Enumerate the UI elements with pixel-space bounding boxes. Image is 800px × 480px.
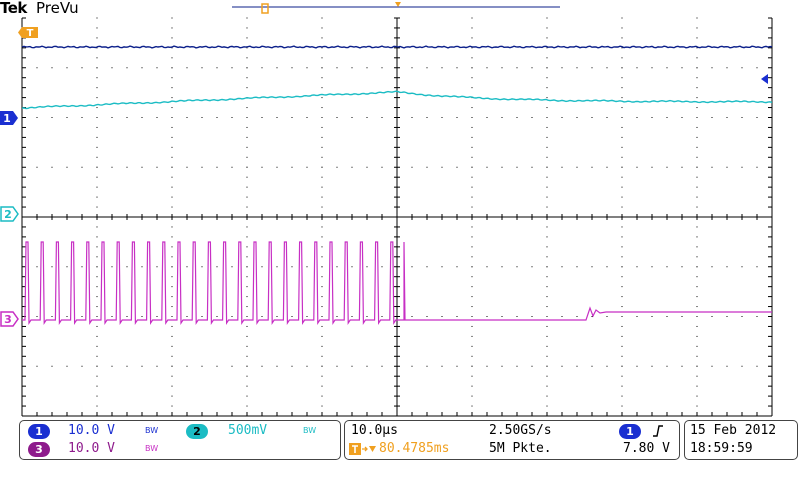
trigger-position-value[interactable]: 80.4785ms xyxy=(379,441,450,456)
top-bar: Tek PreVu xyxy=(0,0,800,20)
trigger-level-icon[interactable] xyxy=(761,74,768,84)
channel-3-badge[interactable]: 3 xyxy=(28,442,50,457)
trigger-marker-label: T xyxy=(27,28,34,39)
channel-3-bw-limit: BW xyxy=(145,444,159,453)
channel-3-scale[interactable]: 10.0 V xyxy=(68,441,115,456)
date-time-panel: 15 Feb 2012 18:59:59 xyxy=(684,420,798,460)
rising-edge-icon xyxy=(653,425,663,437)
record-view-bracket-icon xyxy=(261,3,269,14)
trigger-marker-icon[interactable]: T xyxy=(18,27,38,39)
svg-text:3: 3 xyxy=(4,313,12,326)
brand-label: Tek xyxy=(0,0,27,17)
channel-2-badge[interactable]: 2 xyxy=(186,424,208,439)
channel-2-ground-marker[interactable]: 2 xyxy=(0,206,19,222)
channel-2-bw-limit: BW xyxy=(303,426,317,435)
acquisition-mode-label: PreVu xyxy=(36,0,79,17)
waveform-display[interactable]: T 1 2 3 xyxy=(0,0,800,420)
channel-3-waveform xyxy=(22,241,772,325)
date-label: 15 Feb 2012 xyxy=(690,423,777,438)
svg-text:1: 1 xyxy=(3,112,11,125)
channel-1-scale[interactable]: 10.0 V xyxy=(68,423,115,438)
channel-2-waveform xyxy=(22,90,773,110)
channel-1-badge[interactable]: 1 xyxy=(28,424,50,439)
channel-1-ground-marker[interactable]: 1 xyxy=(0,111,18,125)
record-overview xyxy=(232,2,560,14)
channel-1-bw-limit: BW xyxy=(145,426,159,435)
trigger-position-top-icon xyxy=(395,2,401,7)
channel-3-ground-marker[interactable]: 3 xyxy=(0,311,19,327)
trigger-source-badge[interactable]: 1 xyxy=(619,424,641,439)
timebase-scale[interactable]: 10.0µs xyxy=(351,423,398,438)
sample-rate: 2.50GS/s xyxy=(489,423,552,438)
channel-settings-panel[interactable]: 1 10.0 V BW 2 500mV BW 3 10.0 V BW xyxy=(19,420,341,460)
record-length[interactable]: 5M Pkte. xyxy=(489,441,552,456)
trigger-position-icon xyxy=(349,443,376,455)
graticule xyxy=(21,17,773,417)
status-bar: 1 10.0 V BW 2 500mV BW 3 10.0 V BW 10.0µ… xyxy=(0,420,800,480)
svg-text:2: 2 xyxy=(4,208,12,221)
trigger-level-value[interactable]: 7.80 V xyxy=(623,441,670,456)
time-label: 18:59:59 xyxy=(690,441,753,456)
channel-2-scale[interactable]: 500mV xyxy=(228,423,268,438)
timebase-trigger-panel[interactable]: 10.0µs 2.50GS/s 1 80.4785ms 5M Pkte. 7.8… xyxy=(344,420,680,460)
channel-1-waveform xyxy=(21,45,773,49)
